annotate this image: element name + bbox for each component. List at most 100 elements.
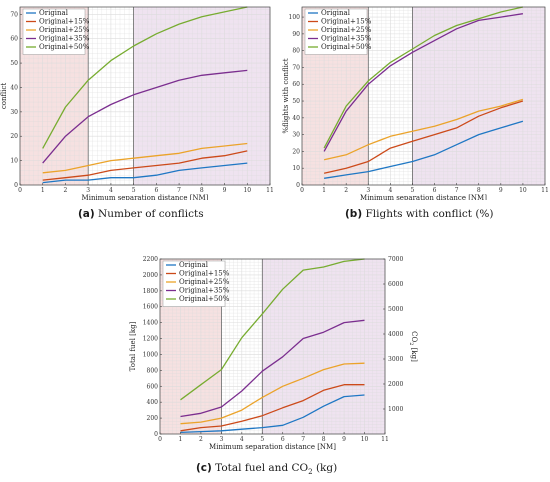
legend-entry: Original+50% [321,43,372,51]
x-tick-label: 2 [64,187,68,194]
y-tick-label: 0 [296,182,300,189]
y-tick-label: 40 [292,115,300,122]
legend: OriginalOriginal+15%Original+25%Original… [162,260,230,307]
caption-a-label: (a) [78,208,95,220]
legend-entry: Original+50% [179,295,230,303]
series-line-4 [323,6,524,149]
x-tick-label: 9 [499,187,503,194]
x-tick-label: 8 [200,187,204,194]
x-tick-label: 8 [322,436,326,443]
y-tick-label: 40 [10,84,18,91]
legend-entry: Original+15% [321,18,372,26]
y-axis-label: Total fuel [kg] [129,321,137,371]
y-tick-label: 50 [292,98,300,105]
x-tick-label: 6 [281,436,285,443]
x-tick-label: 4 [240,436,244,443]
series-line-3 [323,13,523,152]
legend-box [22,8,86,55]
x-tick-label: 8 [477,187,481,194]
x-tick-label: 10 [519,187,527,194]
x-tick-label: 4 [109,187,113,194]
chart-conflicts: 0 1 2 3 4 5 6 7 8 9 10 11 0 10 20 30 40 50 60 70 Minimum sep… [0,6,274,200]
legend-entry: Original+25% [321,26,372,34]
x-tick-label: 1 [322,187,326,194]
series-line-0 [324,120,524,179]
plot-frame [301,6,546,186]
y-tick-label: 200 [147,415,159,422]
x-tick-label: 1 [41,187,45,194]
legend-entry: Original+25% [39,26,90,34]
legend-entry: Original [39,9,69,17]
y2-tick-label: 3000 [388,356,403,363]
x-tick-label: 9 [342,436,346,443]
y2-tick-label: 5000 [388,306,403,313]
x-axis-label: Minimum separation distance [NM] [209,443,336,451]
x-tick-label: 10 [243,187,251,194]
caption-c-text-post: (kg) [312,462,338,474]
x-tick-label: 3 [366,187,370,194]
y2-tick-label: 4000 [388,331,403,338]
chart-total-fuel-co2: 0 1 2 3 4 5 6 7 8 9 10 11 0 200 400 600 800 1000 1200 1400 1… [129,256,418,451]
x-tick-label: 7 [301,436,305,443]
y-tick-label: 1400 [143,320,158,327]
y2-tick-label: 2000 [388,381,403,388]
x-tick-label: 4 [388,187,392,194]
x-tick-label: 10 [361,436,369,443]
series-line-4 [42,6,248,149]
x-tick-label: 5 [411,187,415,194]
series-line-2 [42,142,248,174]
y-tick-label: 70 [10,11,18,18]
x-tick-label: 0 [300,187,304,194]
y-tick-label: 1000 [143,351,158,358]
y-tick-label: 10 [10,158,18,165]
x-tick-label: 11 [266,187,274,194]
y-tick-label: 90 [292,31,300,38]
x-axis-label: Minimum separation distance [NM] [360,194,487,200]
caption-b-text: Flights with conflict (%) [365,208,494,220]
y-axis-label: conflict [0,83,8,109]
y-tick-label: 60 [10,36,18,43]
y2-tick-label: 1000 [388,406,403,413]
x-tick-label: 0 [18,187,22,194]
series-line-1 [180,384,365,432]
caption-c-text-pre: Total fuel and CO [215,462,309,474]
y-tick-label: 1200 [143,336,158,343]
series-line-0 [180,394,365,434]
caption-a-text: Number of conflicts [98,208,204,220]
legend-entry: Original [321,9,351,17]
x-tick-label: 3 [219,436,223,443]
x-tick-label: 1 [179,436,183,443]
x-tick-label: 11 [541,187,549,194]
y-axis-label: %flights with conflict [282,58,290,133]
x-tick-label: 11 [381,436,389,443]
caption-c-label: (c) [196,462,212,474]
series-line-0 [42,162,248,184]
series-line-3 [180,319,365,418]
y-tick-label: 50 [10,60,18,67]
legend: OriginalOriginal+15%Original+25%Original… [22,8,90,55]
y-tick-label: 30 [292,132,300,139]
legend-entry: Original+50% [39,43,90,51]
caption-a: (a) Number of conflicts [78,208,204,220]
legend-entry: Original+35% [39,35,90,43]
y-tick-label: 60 [292,81,300,88]
y2-axis-label: CO2 [kg] [408,331,418,362]
y-tick-label: 30 [10,109,18,116]
x-tick-label: 5 [132,187,136,194]
y-tick-label: 80 [292,48,300,55]
x-axis-label: Minimum separation distance [NM] [82,194,209,200]
y-tick-label: 400 [147,399,159,406]
y-tick-label: 20 [292,148,300,155]
y-tick-label: 0 [154,431,158,438]
caption-b: (b) Flights with conflict (%) [345,208,494,220]
x-tick-label: 0 [158,436,162,443]
series-line-3 [42,69,248,164]
x-tick-label: 6 [154,187,158,194]
plot-frame [159,258,386,435]
y-tick-label: 1600 [143,304,158,311]
legend-entry: Original+35% [321,35,372,43]
x-tick-label: 9 [223,187,227,194]
chart-flights-with-conflict: 0 1 2 3 4 5 6 7 8 9 10 11 0 10 20 30 40 50 60 70 80 90 100 Mini… [282,6,549,200]
legend-entry: Original+25% [179,278,230,286]
series-line-1 [323,100,524,174]
